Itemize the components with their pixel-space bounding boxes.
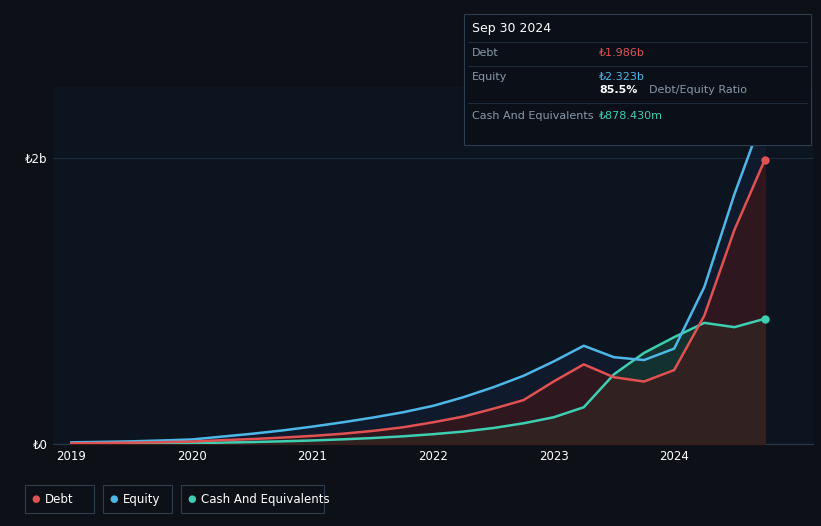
Text: Equity: Equity bbox=[123, 493, 161, 505]
Text: Debt: Debt bbox=[472, 48, 499, 58]
Text: ●: ● bbox=[31, 494, 39, 504]
Text: Debt/Equity Ratio: Debt/Equity Ratio bbox=[649, 85, 746, 96]
Text: ₺2.323b: ₺2.323b bbox=[599, 72, 645, 83]
Text: ₺878.430m: ₺878.430m bbox=[599, 110, 663, 121]
Text: Cash And Equivalents: Cash And Equivalents bbox=[201, 493, 330, 505]
Text: ₺1.986b: ₺1.986b bbox=[599, 48, 645, 58]
Text: ●: ● bbox=[187, 494, 195, 504]
Text: Cash And Equivalents: Cash And Equivalents bbox=[472, 110, 594, 121]
Text: Debt: Debt bbox=[45, 493, 74, 505]
Text: 85.5%: 85.5% bbox=[599, 85, 638, 96]
Text: ●: ● bbox=[109, 494, 117, 504]
Text: Sep 30 2024: Sep 30 2024 bbox=[472, 23, 551, 35]
Text: Equity: Equity bbox=[472, 72, 507, 83]
